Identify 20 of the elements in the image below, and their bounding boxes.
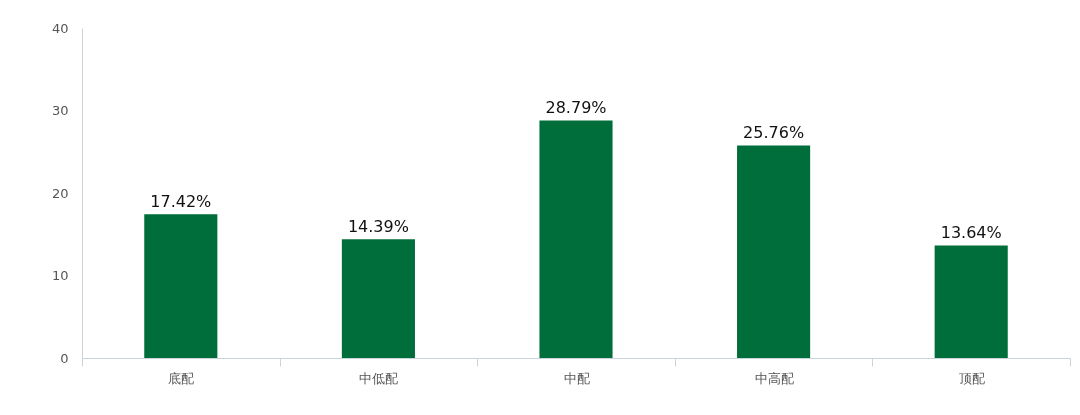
x-tick-label: 底配: [168, 370, 195, 386]
bar: [737, 145, 811, 358]
y-tick-label: 10: [51, 268, 69, 283]
data-label: 13.64%: [940, 223, 1002, 243]
y-tick-label: 40: [51, 20, 69, 36]
data-label: 17.42%: [150, 192, 212, 212]
y-tick-label: 0: [60, 350, 69, 366]
bar: [341, 239, 415, 358]
data-label: 25.76%: [743, 123, 805, 143]
x-tick-label: 顶配: [958, 370, 985, 386]
bar: [934, 245, 1008, 358]
y-tick-label: 30: [51, 103, 69, 118]
data-label: 14.39%: [347, 217, 409, 237]
x-tick-label: 中低配: [359, 370, 399, 386]
bar: [539, 120, 613, 358]
x-tick-label: 中高配: [754, 370, 794, 386]
data-label: 28.79%: [545, 98, 607, 118]
x-tick-label: 中配: [563, 370, 590, 386]
bar: [144, 214, 218, 358]
y-tick-label: 20: [51, 185, 69, 201]
